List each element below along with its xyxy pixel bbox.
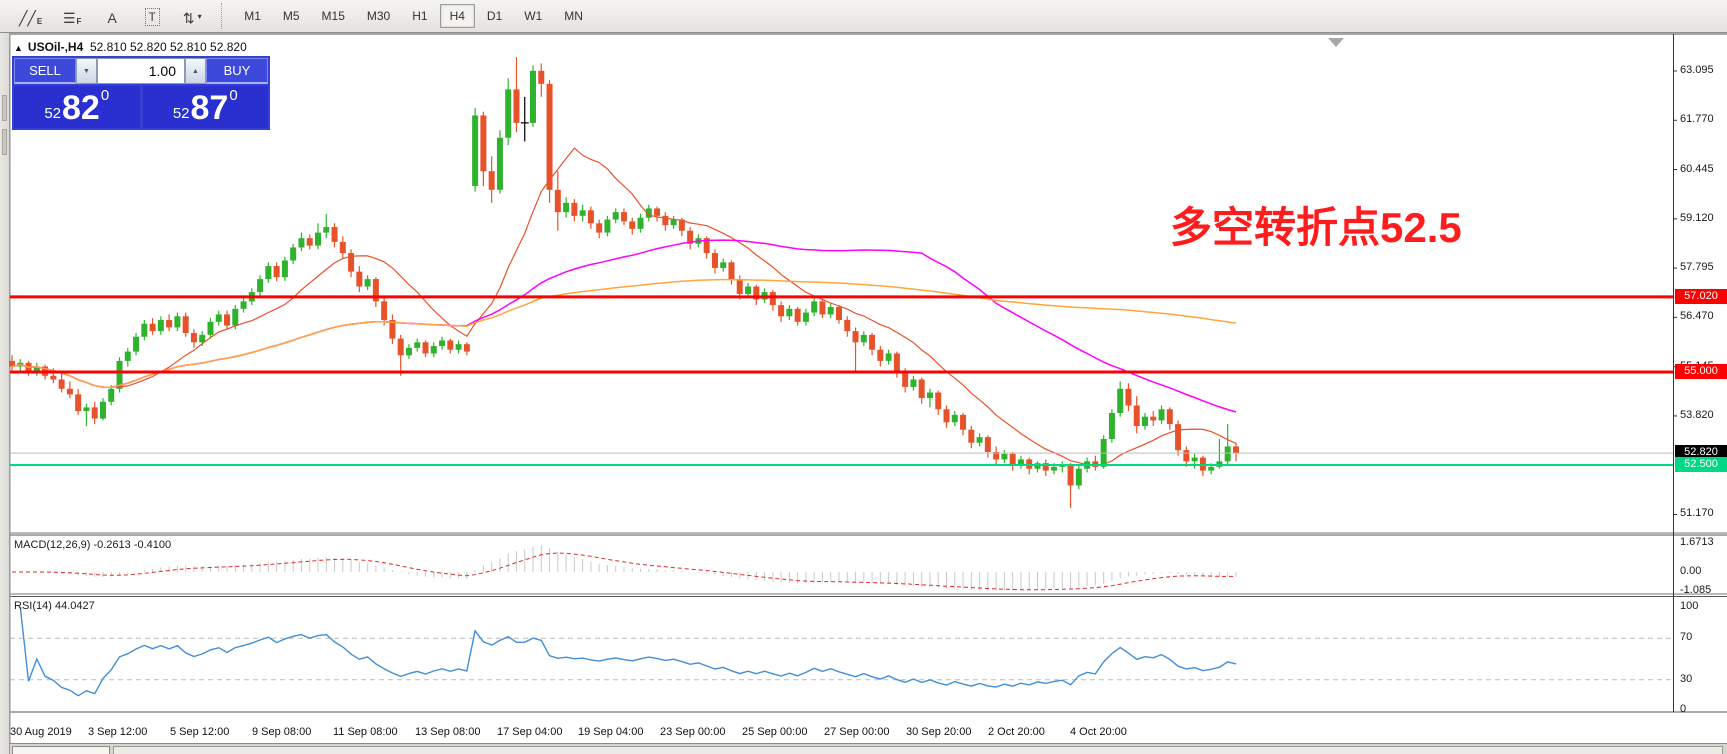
timeframe-group: M1 M5 M15 M30 H1 H4 D1 W1 MN [234, 4, 593, 28]
timeframe-h4[interactable]: H4 [439, 4, 475, 28]
timeframe-d1[interactable]: D1 [486, 9, 503, 23]
timeframe-mn[interactable]: MN [564, 9, 583, 23]
toolbar-separator [221, 3, 223, 29]
sell-button[interactable]: SELL [14, 58, 76, 84]
sell-price[interactable]: 52 82 0 [14, 86, 140, 128]
buy-price-main: 87 [190, 89, 229, 127]
timeframe-m1[interactable]: M1 [244, 9, 261, 23]
fibonacci-icon[interactable]: ☰ F [62, 10, 82, 26]
drawing-tools-group: ╱╱ E ☰ F A T ⇅ ▾ [0, 4, 205, 28]
sell-price-base: 52 [44, 105, 61, 122]
one-click-trade-panel: SELL ▼ 1.00 ▲ BUY 52 82 0 52 87 0 [12, 56, 270, 130]
timeframe-m30[interactable]: M30 [366, 9, 391, 23]
volume-increase-button[interactable]: ▲ [185, 58, 206, 84]
left-rail-handle[interactable] [2, 129, 7, 155]
left-rail-handle[interactable] [2, 95, 7, 121]
sell-price-main: 82 [62, 89, 100, 127]
timeframe-m15[interactable]: M15 [321, 9, 345, 23]
volume-decrease-button[interactable]: ▼ [76, 58, 97, 84]
text-annotation-icon[interactable]: A [107, 10, 117, 26]
sell-price-pip: 0 [100, 87, 110, 104]
buy-price[interactable]: 52 87 0 [142, 86, 268, 128]
timeframe-h1[interactable]: H1 [412, 9, 428, 23]
chart-window [10, 33, 1727, 754]
crayon-draw-icon[interactable]: ╱╱ E [19, 10, 43, 26]
chart-shift-marker-icon [1328, 38, 1344, 47]
chart-tab-bar [10, 743, 1727, 754]
buy-price-base: 52 [172, 105, 190, 122]
text-label-icon[interactable]: T [139, 4, 165, 28]
buy-price-pip: 0 [229, 87, 238, 104]
arrows-icon[interactable]: ⇅ ▾ [182, 10, 202, 26]
timeframe-w1[interactable]: W1 [524, 9, 543, 23]
buy-button[interactable]: BUY [206, 58, 268, 84]
chart-tab-area[interactable] [113, 746, 1723, 754]
volume-input[interactable]: 1.00 [97, 58, 185, 84]
chart-tab-active[interactable] [12, 746, 110, 754]
timeframe-m5[interactable]: M5 [282, 9, 300, 23]
toolbar: ╱╱ E ☰ F A T ⇅ ▾ M1 M5 M15 M30 H1 H4 D1 W1 MN [0, 0, 1727, 33]
